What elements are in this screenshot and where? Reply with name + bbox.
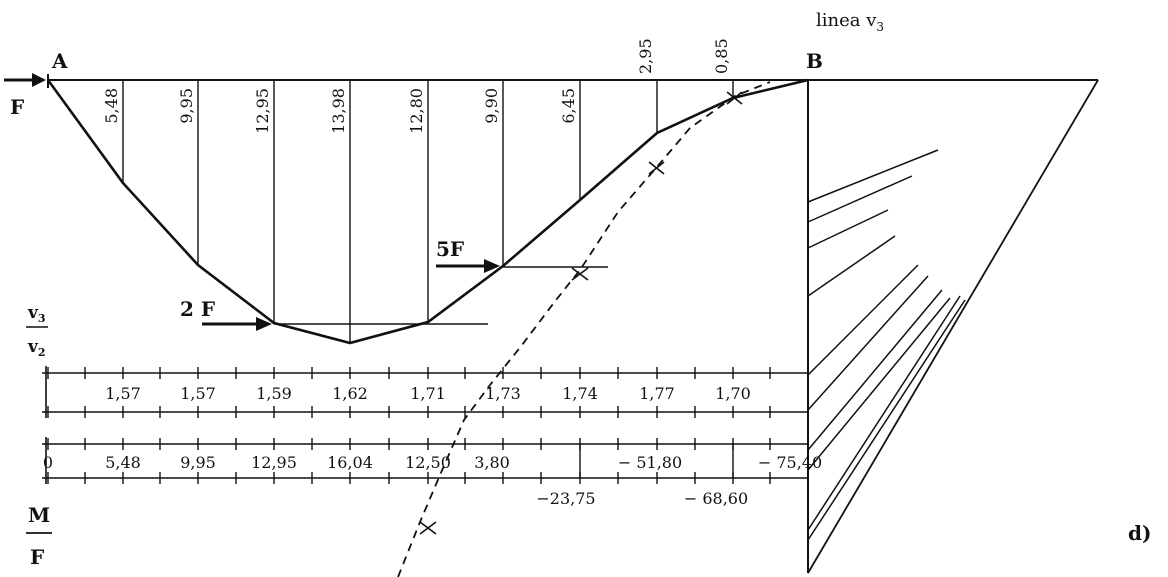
force-arrow-f	[4, 73, 46, 87]
moment-value: 9,95	[180, 453, 216, 472]
ordinate-value: 12,80	[407, 88, 426, 134]
ratio-label-numerator: v3	[27, 303, 46, 325]
ratio-value: 1,73	[485, 384, 521, 403]
point-b-label: B	[806, 49, 823, 73]
moment-value: − 68,60	[684, 489, 748, 508]
ordinate-value: 9,90	[482, 88, 501, 124]
ratio-value: 1,74	[562, 384, 598, 403]
ratio-value: 1,59	[256, 384, 292, 403]
moment-value: 12,95	[251, 453, 297, 472]
moment-value: 3,80	[474, 453, 510, 472]
moment-value: 0	[43, 453, 53, 472]
moment-values-upper: 0 5,48 9,95 12,95 16,04 12,50 3,80 − 51,80 − 75,…	[43, 453, 822, 472]
ordinate-value: 2,95	[636, 38, 655, 74]
force-polygon-rays	[807, 149, 966, 541]
force-arrow-2f	[202, 317, 272, 331]
ordinate-value: 6,45	[559, 88, 578, 124]
moment-value: −23,75	[536, 489, 595, 508]
line-v3-label: linea v3	[816, 10, 884, 34]
moment-label-numerator: M	[28, 503, 50, 527]
moment-label-denominator: F	[30, 545, 44, 569]
moment-value: − 51,80	[618, 453, 682, 472]
force-5f-label: 5F	[436, 237, 464, 261]
moment-value: 12,50	[405, 453, 451, 472]
ordinate-value: 9,95	[177, 88, 196, 124]
moment-value: 5,48	[105, 453, 141, 472]
ordinate-labels: 5,48 9,95 12,95 13,98 12,80 9,90 6,45 2,95 0,85	[102, 38, 731, 133]
ratio-values: 1,57 1,57 1,59 1,62 1,71 1,73 1,74 1,77 1,70	[105, 384, 751, 403]
triangle-hypotenuse	[807, 79, 1099, 574]
moment-value: − 75,40	[758, 453, 822, 472]
figure-tag: d)	[1128, 521, 1151, 545]
ordinate-value: 12,95	[253, 88, 272, 134]
ordinate-value: 0,85	[712, 38, 731, 74]
cross-markers	[419, 91, 743, 535]
ratio-value: 1,62	[332, 384, 368, 403]
ratio-value: 1,57	[180, 384, 216, 403]
force-2f-label: 2 F	[180, 297, 215, 321]
ordinate-value: 5,48	[102, 88, 121, 124]
ordinate-value: 13,98	[329, 88, 348, 134]
point-a-label: A	[51, 49, 68, 73]
moment-value: 16,04	[327, 453, 373, 472]
funicular-polygon	[46, 78, 809, 345]
dashed-influence-line	[397, 81, 771, 577]
ratio-label-denominator: v2	[27, 337, 46, 359]
band-ticks	[47, 367, 771, 484]
ratio-value: 1,70	[715, 384, 751, 403]
ratio-value: 1,57	[105, 384, 141, 403]
force-arrow-5f	[436, 259, 500, 273]
ratio-value: 1,77	[639, 384, 675, 403]
moment-values-lower: −23,75 − 68,60	[536, 489, 748, 508]
force-f-label: F	[10, 95, 24, 119]
ratio-value: 1,71	[410, 384, 446, 403]
